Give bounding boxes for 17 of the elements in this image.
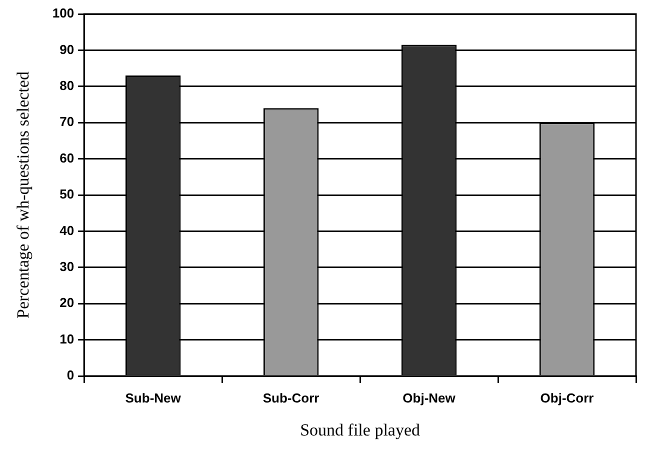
y-tick-label: 20 <box>60 295 74 310</box>
y-tick-label: 80 <box>60 78 74 93</box>
y-tick-label: 60 <box>60 150 74 166</box>
y-axis-title: Percentage of wh-questions selected <box>14 71 33 318</box>
y-tick-label: 90 <box>60 42 74 57</box>
y-tick-label: 0 <box>66 368 74 383</box>
y-tick-label: 100 <box>52 6 74 21</box>
y-tick-label: 70 <box>60 114 74 130</box>
y-tick-label: 10 <box>60 331 74 346</box>
y-tick-label: 40 <box>60 222 74 238</box>
x-tick-label: Sub-New <box>125 390 182 406</box>
x-tick-label: Sub-Corr <box>262 390 320 406</box>
x-tick-label: Obj-New <box>402 390 456 406</box>
y-tick-label: 30 <box>60 258 74 274</box>
y-tick-label: 50 <box>60 186 74 202</box>
x-axis-title: Sound file played <box>300 420 421 440</box>
x-tick-label: Obj-Corr <box>540 390 594 406</box>
